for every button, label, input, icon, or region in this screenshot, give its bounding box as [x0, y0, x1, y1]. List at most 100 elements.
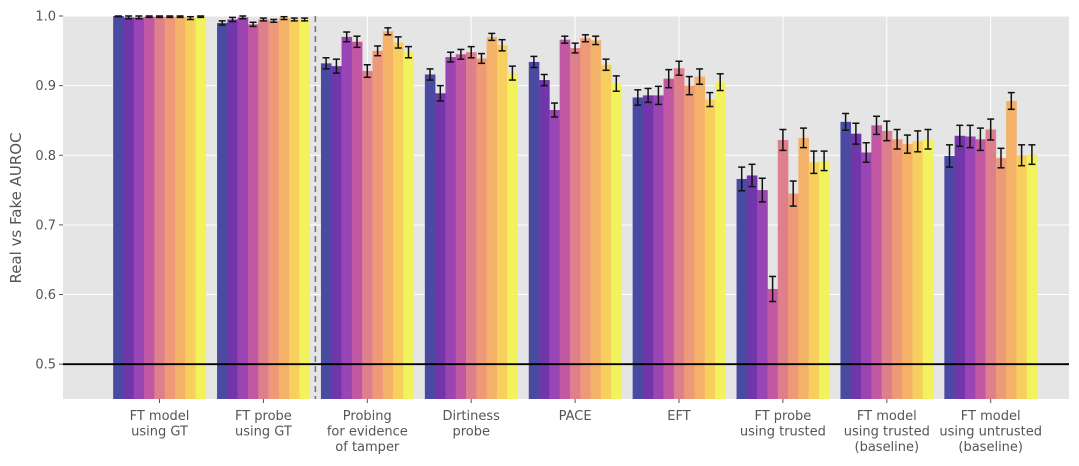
bar	[331, 66, 342, 399]
bar	[372, 50, 384, 400]
bar	[767, 288, 779, 399]
bar	[600, 64, 612, 399]
bar	[1006, 100, 1017, 399]
bar	[757, 190, 768, 399]
bar	[466, 52, 477, 400]
bar	[684, 85, 695, 400]
bar	[382, 31, 394, 399]
bar	[539, 80, 550, 399]
y-tick-label: 0.8	[35, 149, 56, 164]
error-bars	[114, 15, 1036, 303]
bar	[154, 16, 165, 400]
bar	[217, 22, 228, 400]
x-tick-label: (baseline)	[958, 440, 1023, 455]
bar	[611, 83, 622, 399]
x-tick-label: of tamper	[335, 440, 400, 455]
x-tick-label: FT model	[130, 409, 190, 424]
bar	[299, 19, 311, 400]
reference-lines	[63, 16, 1069, 399]
x-tick-label: FT model	[961, 409, 1021, 424]
bar	[580, 38, 591, 400]
x-tick-label: for evidence	[327, 425, 408, 440]
bar	[922, 139, 934, 400]
bar	[476, 58, 487, 399]
y-axis-label: Real vs Fake AUROC	[7, 132, 25, 283]
bar	[975, 139, 986, 400]
bar	[798, 137, 809, 399]
bar	[590, 40, 602, 399]
bar	[944, 155, 955, 399]
bar	[954, 135, 966, 400]
x-tick-label: using GT	[235, 425, 292, 440]
bar	[995, 158, 1007, 399]
bar	[496, 45, 508, 399]
bar	[185, 18, 196, 400]
bar	[320, 63, 332, 400]
bar	[818, 160, 830, 399]
bar	[746, 175, 758, 399]
x-tick-label: EFT	[667, 409, 690, 424]
y-tick-label: 0.7	[35, 218, 56, 233]
y-tick-label: 0.9	[35, 79, 56, 94]
bar	[123, 17, 135, 399]
bar	[1026, 154, 1038, 399]
bar	[871, 125, 882, 399]
x-tick-label: FT probe	[754, 409, 811, 424]
bar	[268, 20, 280, 400]
bar	[694, 76, 706, 400]
bar	[840, 121, 852, 399]
bar	[227, 19, 238, 400]
y-tick-label: 1.0	[35, 10, 56, 25]
bar	[507, 73, 518, 400]
bar	[393, 42, 404, 399]
bar	[653, 95, 664, 400]
x-tick-label: (baseline)	[855, 440, 920, 455]
bar	[113, 16, 124, 399]
bar	[278, 18, 290, 400]
bar	[144, 16, 155, 400]
bar	[704, 99, 716, 400]
bar	[486, 36, 498, 400]
x-tick-label: using trusted	[844, 425, 930, 440]
bar	[569, 48, 581, 400]
bar	[902, 144, 913, 399]
x-tick-label: Dirtiness	[442, 409, 500, 424]
bar	[133, 17, 145, 399]
x-tick-label: FT model	[857, 409, 917, 424]
bar	[788, 193, 799, 399]
bar	[881, 130, 893, 399]
x-tick-label: using untrusted	[939, 425, 1042, 440]
bar	[1016, 155, 1028, 399]
bar	[195, 16, 207, 400]
bar	[808, 162, 820, 399]
bar	[435, 93, 446, 400]
bar	[424, 74, 436, 400]
bar	[549, 110, 560, 399]
bars	[113, 16, 1038, 400]
bar	[164, 16, 176, 400]
y-tick-label: 0.5	[35, 358, 56, 373]
bar	[528, 61, 540, 400]
y-axis-ticks: 0.5 0.6 0.7 0.8 0.9 1.0	[35, 10, 63, 373]
x-tick-label: Probing	[343, 409, 392, 424]
bar	[341, 36, 353, 400]
bar	[891, 139, 903, 400]
bar	[777, 139, 789, 399]
bar	[632, 97, 644, 399]
bar	[289, 19, 300, 400]
x-tick-label: using trusted	[740, 425, 826, 440]
bar	[258, 19, 269, 400]
bar	[362, 71, 373, 399]
bar	[445, 57, 457, 400]
bar	[673, 68, 685, 400]
bar	[247, 24, 259, 400]
bar	[237, 17, 249, 399]
bar	[850, 133, 862, 399]
x-tick-label: PACE	[559, 409, 592, 424]
bar	[455, 54, 467, 400]
bar	[861, 152, 872, 399]
x-tick-label: using GT	[131, 425, 188, 440]
bar	[663, 78, 675, 399]
